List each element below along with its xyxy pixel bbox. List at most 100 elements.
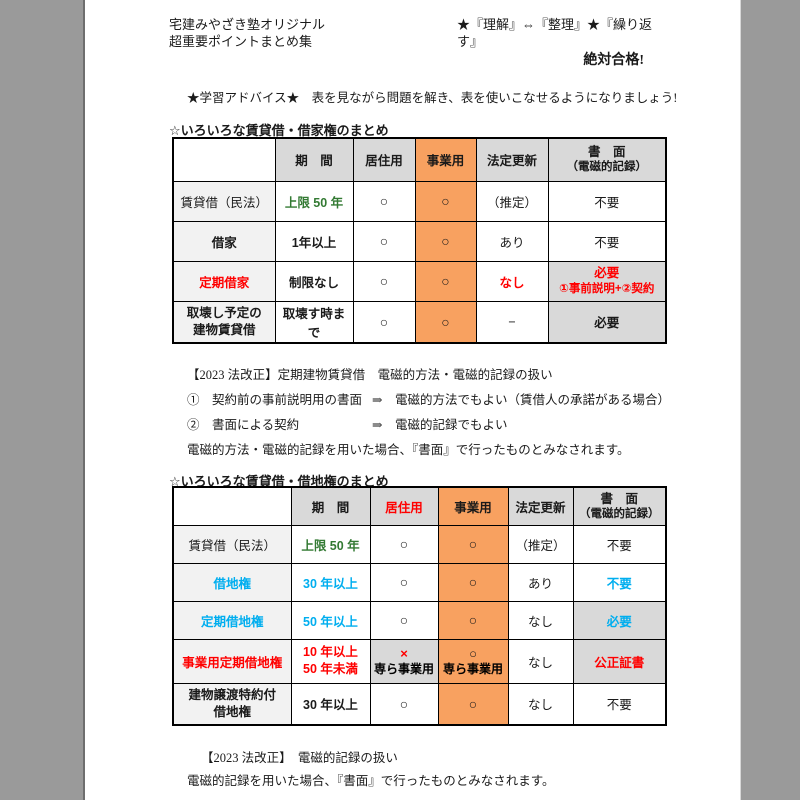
table1-row-shakuya: 借家 1年以上 ○ ○ あり 不要 — [172, 220, 667, 262]
row-label-line2: 借地権 — [213, 704, 251, 719]
residential-cell: ○ — [369, 682, 439, 726]
business-cell: ○ — [414, 260, 477, 302]
law-revision-note-1: 【2023 法改正】定期建物賃貸借 電磁的方法・電磁的記録の扱い ① 契約前の事… — [187, 363, 670, 463]
renewal-cell: （推定） — [475, 180, 549, 222]
residential-cell: ○ — [352, 300, 416, 343]
note2-heading: 【2023 法改正】 電磁的記録の扱い — [201, 751, 398, 765]
note1-item2-right: ⇒ 電磁的記録でもよい — [372, 418, 508, 432]
table1-col-header-statutory-renewal: 法定更新 — [475, 137, 549, 182]
residential-cell: ○ — [352, 220, 416, 262]
period-cell: 1年以上 — [274, 220, 354, 262]
period-cell: 取壊す時まで — [274, 300, 354, 343]
table2-row-chintaishaku: 賃貸借（民法） 上限 50 年 ○ ○ （推定） 不要 — [172, 524, 667, 564]
table1-corner-cell — [172, 137, 276, 182]
note1-item2: ② 書面による契約 ⇒ 電磁的記録でもよい — [187, 413, 670, 438]
row-label-line2: 建物賃貸借 — [192, 322, 256, 337]
table2-col-header-statutory-renewal: 法定更新 — [507, 486, 574, 526]
row-label: 定期借家 — [172, 260, 276, 302]
period-line1: 10 年以上 — [303, 645, 358, 659]
period-cell: 30 年以上 — [290, 562, 371, 602]
document-page: 宅建みやざき塾オリジナル 超重要ポイントまとめ集 ★『理解』⇔『整理』★『繰り返… — [83, 0, 741, 800]
business-cell: ○ — [437, 682, 509, 726]
residential-cell: ○ — [369, 524, 439, 564]
business-cell: ○ — [437, 600, 509, 640]
table1-col-header-business: 事業用 — [414, 137, 477, 182]
row-label: 建物譲渡特約付 借地権 — [172, 682, 292, 726]
cross-mark: × — [400, 645, 408, 661]
renewal-cell: なし — [507, 682, 574, 726]
period-cell: 上限 50 年 — [274, 180, 354, 222]
law-revision-note-2: 【2023 法改正】 電磁的記録の扱い 電磁的記録を用いた場合、『書面』で行った… — [187, 747, 555, 793]
document-header-sub: （電磁的記録） — [579, 507, 660, 520]
business-cell: ○ — [414, 300, 477, 343]
table1-row-chintaishaku: 賃貸借（民法） 上限 50 年 ○ ○ （推定） 不要 — [172, 180, 667, 222]
table2-row-teiki-shakuchiken: 定期借地権 50 年以上 ○ ○ なし 必要 — [172, 600, 667, 640]
renewal-cell: なし — [507, 600, 574, 640]
table2-col-header-period: 期 間 — [290, 486, 371, 526]
table1-col-header-document: 書 面 （電磁的記録） — [547, 137, 667, 182]
residential-cell: ○ — [352, 260, 416, 302]
renewal-cell: （推定） — [507, 524, 574, 564]
residential-cell: ○ — [369, 600, 439, 640]
business-cell: ○ — [437, 562, 509, 602]
residential-cell: ○ — [369, 562, 439, 602]
business-cell: ○ — [437, 524, 509, 564]
period-cell: 上限 50 年 — [290, 524, 371, 564]
renewal-cell: あり — [507, 562, 574, 602]
document-header-sub: （電磁的記録） — [566, 161, 648, 174]
document-header-main: 書 面 — [600, 491, 638, 506]
table2-title: ☆いろいろな賃貸借・借地権のまとめ — [169, 474, 389, 489]
period-cell: 10 年以上 50 年未満 — [290, 638, 371, 684]
document-cell: 不要 — [547, 220, 667, 262]
header-slogan-line1: ★『理解』⇔『整理』★『繰り返す』 — [457, 17, 653, 49]
document-cell: 不要 — [547, 180, 667, 222]
table2-col-header-document: 書 面 （電磁的記録） — [572, 486, 667, 526]
note1-item1-left: ① 契約前の事前説明用の書面 — [187, 393, 363, 407]
residential-cell: ○ — [352, 180, 416, 222]
table2-col-header-residential: 居住用 — [369, 486, 439, 526]
table1-col-header-residential: 居住用 — [352, 137, 416, 182]
table2-col-header-business: 事業用 — [437, 486, 509, 526]
note1-item1: ① 契約前の事前説明用の書面 ⇒ 電磁的方法でもよい（賃借人の承諾がある場合） — [187, 388, 670, 413]
circle-mark: ○ — [469, 645, 477, 661]
row-label: 事業用定期借地権 — [172, 638, 292, 684]
table2-row-jigyoyo-teiki-shakuchiken: 事業用定期借地権 10 年以上 50 年未満 × 専ら事業用 ○ 専ら事業用 な… — [172, 638, 667, 684]
document-cell: 必要 — [572, 600, 667, 640]
document-cell: 公正証書 — [572, 638, 667, 684]
header-brand-line2: 超重要ポイントまとめ集 — [169, 34, 313, 49]
row-label: 取壊し予定の 建物賃貸借 — [172, 300, 276, 343]
renewal-cell: あり — [475, 220, 549, 262]
row-label-line1: 取壊し予定の — [186, 305, 262, 320]
business-cell: ○ — [414, 180, 477, 222]
business-only-note: 専ら事業用 — [373, 661, 434, 676]
row-label: 借地権 — [172, 562, 292, 602]
business-cell: ○ — [414, 220, 477, 262]
row-label-line1: 建物譲渡特約付 — [188, 687, 276, 702]
note1-item2-left: ② 書面による契約 — [187, 418, 300, 432]
table1-header-row: 期 間 居住用 事業用 法定更新 書 面 （電磁的記録） — [172, 137, 667, 182]
table2-row-shakuchiken: 借地権 30 年以上 ○ ○ あり 不要 — [172, 562, 667, 602]
row-label: 賃貸借（民法） — [172, 524, 292, 564]
document-cell: 必要 ①事前説明+②契約 — [547, 260, 667, 302]
row-label: 賃貸借（民法） — [172, 180, 276, 222]
document-cell: 不要 — [572, 524, 667, 564]
table2-corner-cell — [172, 486, 292, 526]
table1-col-header-period: 期 間 — [274, 137, 354, 182]
table1-row-teiki-shakuya: 定期借家 制限なし ○ ○ なし 必要 ①事前説明+②契約 — [172, 260, 667, 302]
document-header-main: 書 面 — [587, 145, 626, 160]
document-header-left: 宅建みやざき塾オリジナル 超重要ポイントまとめ集 — [169, 16, 325, 50]
period-cell: 制限なし — [274, 260, 354, 302]
row-label: 定期借地権 — [172, 600, 292, 640]
renewal-cell: なし — [475, 260, 549, 302]
table1-title: ☆いろいろな賃貸借・借家権のまとめ — [169, 123, 389, 138]
study-advice-line: ★学習アドバイス★ 表を見ながら問題を解き、表を使いこなせるようになりましょう! — [187, 91, 678, 105]
document-cell: 必要 — [547, 300, 667, 343]
period-cell: 30 年以上 — [290, 682, 371, 726]
document-required-detail: ①事前説明+②契約 — [559, 283, 655, 295]
note2-conclusion: 電磁的記録を用いた場合、『書面』で行ったものとみなされます。 — [187, 774, 555, 788]
document-header-right: ★『理解』⇔『整理』★『繰り返す』 絶対合格! — [457, 16, 669, 71]
residential-cell: × 専ら事業用 — [369, 638, 439, 684]
header-slogan-line2: 絶対合格! — [583, 53, 644, 68]
table2-row-tatemono-joto: 建物譲渡特約付 借地権 30 年以上 ○ ○ なし 不要 — [172, 682, 667, 726]
document-cell: 不要 — [572, 562, 667, 602]
